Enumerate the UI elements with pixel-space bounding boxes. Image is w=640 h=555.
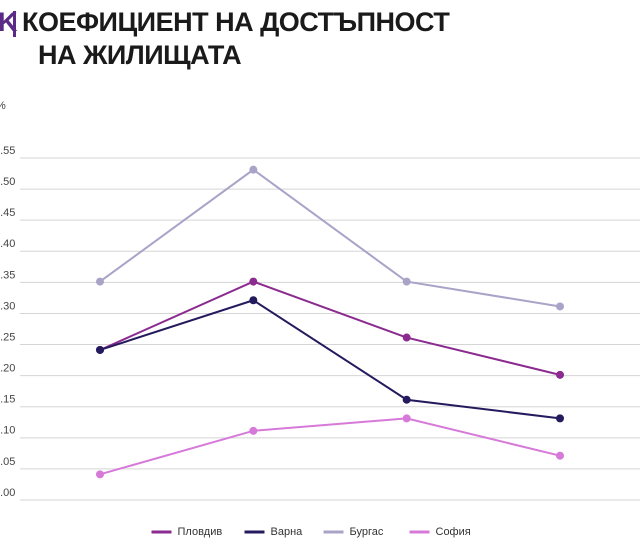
y-tick-label: 1.30: [0, 300, 15, 312]
point: [96, 470, 104, 479]
point: [249, 277, 258, 286]
y-tick-label: 1.05: [0, 456, 15, 468]
point: [249, 165, 258, 174]
y-tick-label: 1.20: [0, 363, 15, 375]
chart-subtitle: НА ЖИЛИЩАТА: [38, 40, 241, 70]
series-line: [99, 299, 561, 420]
y-tick-label: 1.35: [0, 269, 15, 281]
point: [402, 414, 411, 423]
point: [556, 451, 564, 460]
point: [402, 277, 411, 286]
y-tick-label: 1.50: [0, 176, 15, 188]
point: [402, 395, 411, 404]
legend-label: Пловдив: [178, 526, 223, 538]
y-tick-label: 1.45: [0, 207, 15, 219]
point: [249, 296, 258, 305]
chart-title: КОЕФИЦИЕНТ НА ДОСТЪПНОСТ: [22, 7, 450, 37]
y-tick-label: 1.15: [0, 394, 15, 406]
point: [556, 414, 564, 423]
legend-label: Бургас: [350, 526, 384, 538]
y-tick-label: 1.55: [0, 145, 15, 157]
legend-label: София: [436, 526, 471, 538]
series-line: [99, 168, 561, 308]
legend-label: Варна: [271, 526, 304, 538]
y-tick-label: 1.25: [0, 331, 15, 343]
point: [556, 370, 564, 379]
logo-bar: [13, 11, 16, 37]
point: [402, 333, 411, 342]
y-tick-label: 1.40: [0, 238, 15, 250]
point: [96, 277, 104, 286]
y-tick-label: 1.00: [0, 487, 15, 499]
point: [96, 345, 104, 354]
point: [556, 302, 564, 311]
series-line: [99, 417, 561, 476]
y-axis-label: %: [0, 100, 6, 112]
y-tick-label: 1.10: [0, 425, 15, 437]
point: [249, 426, 258, 435]
series-line: [99, 280, 561, 376]
